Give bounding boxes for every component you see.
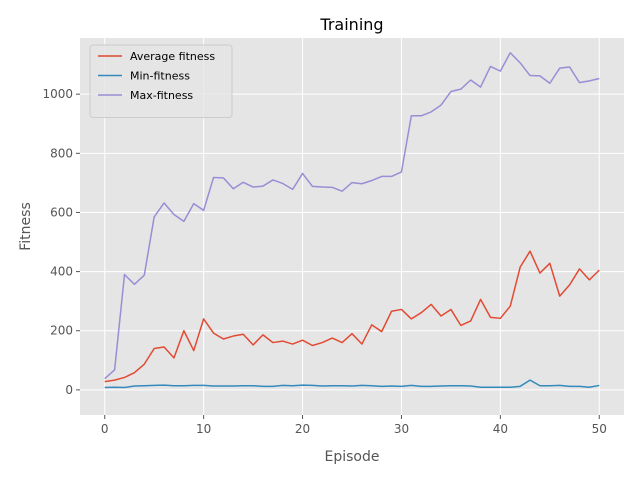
y-tick-label: 600: [50, 205, 73, 219]
y-tick-label: 800: [50, 146, 73, 160]
x-axis: 0 10 20 30 40 50: [101, 415, 607, 436]
y-axis: 0 200 400 600 800 1000: [42, 87, 80, 397]
grid: [80, 38, 624, 415]
x-tick-label: 50: [592, 422, 607, 436]
series-line-2: [104, 52, 600, 380]
x-tick-label: 30: [394, 422, 409, 436]
x-axis-label: Episode: [325, 449, 380, 465]
y-tick-label: 1000: [42, 87, 73, 101]
x-tick-label: 40: [493, 422, 508, 436]
legend-label: Min-fitness: [130, 70, 190, 83]
y-tick-label: 400: [50, 265, 73, 279]
series-lines: [104, 52, 600, 389]
series-line-1: [104, 379, 600, 389]
x-tick-label: 20: [295, 422, 310, 436]
x-tick-label: 0: [101, 422, 109, 436]
chart-title: Training: [319, 15, 383, 34]
x-tick-label: 10: [196, 422, 211, 436]
y-tick-label: 0: [65, 383, 73, 397]
y-axis-label: Fitness: [18, 202, 34, 251]
legend-box: [89, 44, 233, 118]
legend-label: Average fitness: [130, 50, 215, 63]
legend: Average fitness Min-fitness Max-fitness: [89, 44, 233, 118]
y-tick-label: 200: [50, 324, 73, 338]
legend-label: Max-fitness: [130, 89, 193, 102]
series-line-0: [104, 250, 600, 383]
